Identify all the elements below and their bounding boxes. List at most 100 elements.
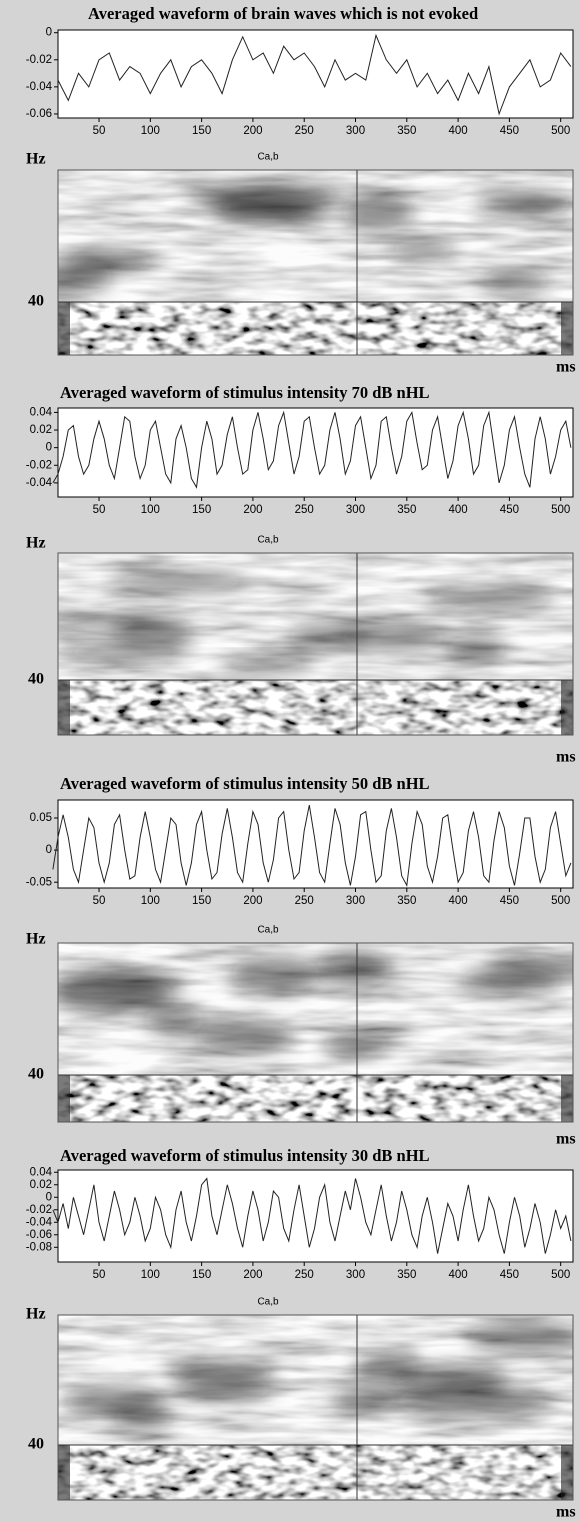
y-axis-label: Hz xyxy=(26,1306,46,1323)
chart-title: Averaged waveform of stimulus intensity … xyxy=(60,774,430,793)
blob xyxy=(184,181,345,207)
x-tick-label: 350 xyxy=(397,1269,416,1281)
x-tick-label: 100 xyxy=(141,125,160,137)
blob xyxy=(388,239,458,260)
x-tick-label: 400 xyxy=(449,504,468,516)
x-tick-label: 250 xyxy=(295,1269,314,1281)
edge-shade xyxy=(561,680,573,735)
chart-title: Averaged waveform of stimulus intensity … xyxy=(60,1146,430,1165)
frame xyxy=(57,942,574,1123)
x-tick-label: 200 xyxy=(243,125,262,137)
blob xyxy=(58,258,113,295)
band-texture xyxy=(58,1075,573,1122)
x-axis-label: ms xyxy=(556,1131,576,1148)
y-tick-label: 0.04 xyxy=(30,1166,53,1178)
frame xyxy=(57,552,574,736)
y-tick-label: -0.05 xyxy=(26,876,52,888)
y-tick-label: -0.02 xyxy=(26,1204,52,1216)
x-tick-label: 200 xyxy=(243,1269,262,1281)
x-tick-label: 150 xyxy=(192,1269,211,1281)
x-tick-label: 500 xyxy=(551,1269,570,1281)
blob xyxy=(475,189,573,218)
panel-title: Ca,b xyxy=(257,535,279,546)
blob xyxy=(58,642,190,661)
x-tick-label: 500 xyxy=(551,504,570,516)
y-tick-label: -0.02 xyxy=(26,459,52,471)
blob xyxy=(314,949,392,989)
plot-area xyxy=(57,1169,574,1263)
x-tick-label: 300 xyxy=(346,895,365,907)
scalogram-image xyxy=(58,170,573,355)
blob xyxy=(342,193,415,232)
blob xyxy=(332,1386,399,1412)
blob xyxy=(166,1358,277,1384)
x-axis-label: ms xyxy=(556,1504,576,1521)
x-tick-label: 50 xyxy=(93,1269,106,1281)
x-tick-label: 200 xyxy=(243,895,262,907)
panel-title: Ca,b xyxy=(257,925,279,936)
waveform xyxy=(57,33,572,116)
panel-title: Ca,b xyxy=(257,1297,279,1308)
y-tick-label: -0.06 xyxy=(26,1229,52,1241)
blob xyxy=(230,955,322,993)
y-axis-label: Hz xyxy=(26,535,46,552)
y-tick-label: 0.04 xyxy=(30,406,53,418)
x-axis-label: ms xyxy=(556,749,576,766)
waveform xyxy=(52,1177,572,1254)
blob xyxy=(355,1352,419,1385)
y-tick-label: 40 xyxy=(28,293,44,310)
blob xyxy=(64,1385,166,1418)
x-tick-label: 50 xyxy=(93,504,106,516)
band-texture xyxy=(58,680,573,735)
edge-shade xyxy=(58,302,70,355)
scalogram-image xyxy=(58,943,573,1122)
y-tick-label: 0 xyxy=(46,27,52,39)
band-texture xyxy=(58,1445,573,1500)
x-tick-label: 400 xyxy=(449,1269,468,1281)
blob xyxy=(194,1019,294,1054)
blob xyxy=(58,615,150,632)
x-tick-label: 300 xyxy=(346,1269,365,1281)
x-tick-label: 200 xyxy=(243,504,262,516)
blob xyxy=(426,586,557,610)
x-tick-label: 350 xyxy=(397,895,416,907)
blob xyxy=(482,268,550,294)
frame xyxy=(57,1314,574,1501)
x-tick-label: 250 xyxy=(295,125,314,137)
edge-shade xyxy=(561,1445,573,1500)
blob xyxy=(174,1376,275,1402)
x-tick-label: 250 xyxy=(295,895,314,907)
x-tick-label: 450 xyxy=(500,895,519,907)
blob xyxy=(394,1384,549,1420)
blob xyxy=(337,623,449,651)
x-tick-label: 350 xyxy=(397,504,416,516)
x-tick-label: 100 xyxy=(141,895,160,907)
y-tick-label: 40 xyxy=(28,1436,44,1453)
x-axis-label: ms xyxy=(556,359,576,376)
edge-shade xyxy=(58,1075,70,1122)
chart-title: Averaged waveform of brain waves which i… xyxy=(88,4,478,23)
x-tick-label: 350 xyxy=(397,125,416,137)
y-tick-label: -0.06 xyxy=(26,108,52,120)
y-tick-label: -0.04 xyxy=(26,81,53,93)
x-tick-label: 150 xyxy=(192,895,211,907)
y-tick-label: -0.02 xyxy=(26,54,52,66)
x-tick-label: 300 xyxy=(346,504,365,516)
x-tick-label: 100 xyxy=(141,504,160,516)
edge-shade xyxy=(561,1075,573,1122)
x-tick-label: 400 xyxy=(449,125,468,137)
y-tick-label: -0.08 xyxy=(26,1241,52,1253)
blob xyxy=(143,1005,206,1035)
x-tick-label: 450 xyxy=(500,1269,519,1281)
edge-shade xyxy=(58,680,70,735)
y-tick-label: 0 xyxy=(46,442,52,454)
y-tick-label: 0.02 xyxy=(30,424,52,436)
x-tick-label: 100 xyxy=(141,1269,160,1281)
blob xyxy=(466,1320,573,1353)
y-axis-label: Hz xyxy=(26,931,46,948)
y-axis-label: Hz xyxy=(26,151,46,168)
edge-shade xyxy=(58,1445,70,1500)
y-tick-label: 0 xyxy=(46,1191,52,1203)
x-tick-label: 450 xyxy=(500,125,519,137)
